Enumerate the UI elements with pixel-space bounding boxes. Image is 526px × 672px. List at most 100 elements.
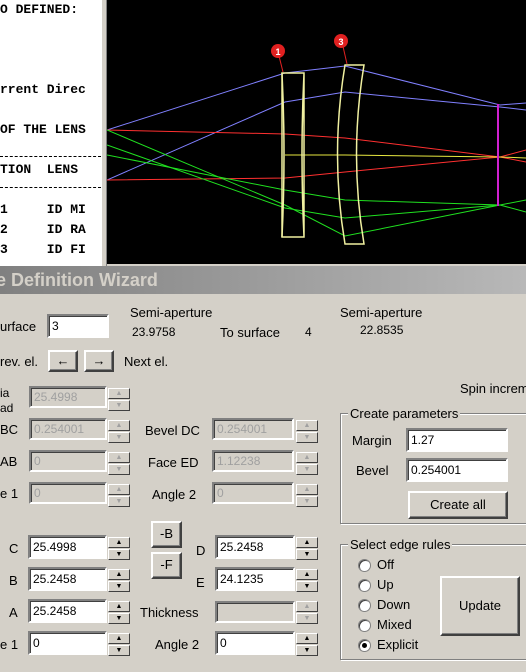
radio-up[interactable] bbox=[358, 579, 371, 592]
semi-aperture-label-1: Semi-aperture bbox=[130, 305, 213, 320]
edge-a-input[interactable]: 25.2458 bbox=[28, 599, 107, 623]
bevel-bc-spinner[interactable]: ▲ ▼ bbox=[108, 420, 130, 444]
ray-blue bbox=[107, 65, 526, 131]
margin-label: Margin bbox=[352, 433, 392, 448]
semi-aperture-label-2: Semi-aperture bbox=[340, 305, 423, 320]
wizard-title: e Definition Wizard bbox=[0, 270, 158, 290]
angle1-disabled-input[interactable]: 0 bbox=[29, 482, 107, 504]
lens-layout-view[interactable]: 1 3 bbox=[107, 0, 526, 264]
angle2-disabled-label: Angle 2 bbox=[152, 487, 197, 502]
bevel-label: Bevel bbox=[356, 463, 389, 478]
create-all-button[interactable]: Create all bbox=[408, 491, 508, 519]
to-surface-label: To surface bbox=[220, 325, 280, 340]
edge-b-label: B bbox=[9, 573, 18, 588]
edge-c-input[interactable]: 25.4998 bbox=[28, 535, 107, 559]
thickness-label: Thickness bbox=[140, 605, 199, 620]
bevel-input[interactable]: 0.254001 bbox=[406, 458, 508, 482]
face-ab-spinner[interactable]: ▲ ▼ bbox=[108, 452, 130, 476]
edge-a-spinner[interactable]: ▲ ▼ bbox=[108, 601, 130, 625]
angle1-disabled-spinner[interactable]: ▲ ▼ bbox=[108, 484, 130, 508]
console-output: O DEFINED: rrent Direc OF THE LENS TION … bbox=[0, 0, 101, 266]
thickness-spinner[interactable]: ▲ ▼ bbox=[296, 601, 318, 625]
radio-down[interactable] bbox=[358, 599, 371, 612]
console-line: 2 ID RA bbox=[0, 222, 86, 237]
edge-d-label: D bbox=[196, 543, 206, 558]
radio-selected-dot bbox=[362, 643, 367, 648]
update-button[interactable]: Update bbox=[440, 576, 520, 636]
console-line: rrent Direc bbox=[0, 82, 86, 97]
svg-text:1: 1 bbox=[275, 47, 280, 57]
radio-mixed[interactable] bbox=[358, 619, 371, 632]
lens-element-1 bbox=[281, 72, 305, 238]
console-rule bbox=[0, 156, 101, 157]
face-ed-spinner[interactable]: ▲ ▼ bbox=[296, 452, 318, 476]
angle1-label: e 1 bbox=[0, 637, 19, 652]
svg-text:3: 3 bbox=[338, 37, 343, 47]
edge-b-spinner[interactable]: ▲ ▼ bbox=[108, 569, 130, 593]
angle1-spinner[interactable]: ▲ ▼ bbox=[108, 633, 130, 657]
edge-b-input[interactable]: 25.2458 bbox=[28, 567, 107, 591]
ab-label: AB bbox=[0, 454, 18, 469]
angle2-label: Angle 2 bbox=[155, 637, 200, 652]
to-surface-value: 4 bbox=[305, 325, 312, 339]
face-ed-label: Face ED bbox=[148, 455, 199, 470]
diameter-spinner[interactable]: ▲ ▼ bbox=[108, 388, 130, 412]
bc-label: BC bbox=[0, 422, 19, 437]
radio-off[interactable] bbox=[358, 559, 371, 572]
create-parameters-title: Create parameters bbox=[348, 406, 461, 421]
ray-green bbox=[107, 129, 501, 237]
angle2-disabled-input[interactable]: 0 bbox=[212, 482, 294, 504]
from-surface-label: urface bbox=[0, 319, 37, 334]
lens-drawing: 1 3 bbox=[107, 34, 526, 245]
radio-down-label: Down bbox=[377, 597, 411, 612]
radio-explicit[interactable] bbox=[358, 639, 371, 652]
surface-marker-1[interactable]: 1 bbox=[271, 44, 285, 73]
ray-green bbox=[107, 144, 526, 219]
semi-aperture-value-1: 23.9758 bbox=[132, 325, 176, 339]
angle1-input[interactable]: 0 bbox=[28, 631, 107, 655]
next-element-label: Next el. bbox=[124, 354, 169, 369]
edge-d-spinner[interactable]: ▲ ▼ bbox=[296, 537, 318, 561]
angle2-spinner[interactable]: ▲ ▼ bbox=[296, 633, 318, 657]
ray-red bbox=[107, 156, 526, 181]
surface-marker-3[interactable]: 3 bbox=[334, 34, 348, 65]
semi-aperture-value-2: 22.8535 bbox=[360, 323, 404, 337]
angle2-input[interactable]: 0 bbox=[215, 631, 295, 655]
ray-blue bbox=[107, 91, 526, 181]
edge-c-spinner[interactable]: ▲ ▼ bbox=[108, 537, 130, 561]
prev-element-button[interactable]: ← bbox=[48, 350, 78, 372]
lens-element-3 bbox=[336, 64, 365, 245]
edge-c-label: C bbox=[9, 541, 19, 556]
face-ab-input[interactable]: 0 bbox=[29, 450, 107, 472]
radio-off-label: Off bbox=[377, 557, 395, 572]
from-surface-input[interactable]: 3 bbox=[47, 314, 109, 338]
wizard-title-bar[interactable]: e Definition Wizard bbox=[0, 266, 526, 294]
minus-f-button[interactable]: -F bbox=[151, 552, 182, 579]
edge-rules-title: Select edge rules bbox=[348, 537, 453, 552]
next-element-button[interactable]: → bbox=[84, 350, 114, 372]
edge-e-label: E bbox=[196, 575, 205, 590]
ray-yellow bbox=[285, 154, 526, 159]
minus-b-button[interactable]: -B bbox=[151, 521, 182, 548]
diameter-input[interactable]: 25.4998 bbox=[29, 386, 107, 408]
bevel-bc-input[interactable]: 0.254001 bbox=[29, 418, 107, 440]
bevel-dc-label: Bevel DC bbox=[145, 423, 200, 438]
angle1-disabled-label: e 1 bbox=[0, 486, 19, 501]
splitter[interactable] bbox=[101, 0, 107, 266]
edge-e-spinner[interactable]: ▲ ▼ bbox=[296, 569, 318, 593]
face-ed-input[interactable]: 1.12238 bbox=[212, 450, 294, 472]
margin-input[interactable]: 1.27 bbox=[406, 428, 508, 452]
ray-red bbox=[107, 129, 526, 158]
angle2-disabled-spinner[interactable]: ▲ ▼ bbox=[296, 484, 318, 508]
console-line: O DEFINED: bbox=[0, 2, 79, 17]
radio-mixed-label: Mixed bbox=[377, 617, 412, 632]
radio-explicit-label: Explicit bbox=[377, 637, 419, 652]
radio-up-label: Up bbox=[377, 577, 394, 592]
edge-e-input[interactable]: 24.1235 bbox=[215, 567, 295, 591]
thickness-input[interactable] bbox=[215, 601, 295, 623]
bevel-dc-input[interactable]: 0.254001 bbox=[212, 418, 294, 440]
dia-label: ia bbox=[0, 386, 10, 400]
edge-d-input[interactable]: 25.2458 bbox=[215, 535, 295, 559]
bevel-dc-spinner[interactable]: ▲ ▼ bbox=[296, 420, 318, 444]
console-line: 3 ID FI bbox=[0, 242, 86, 257]
